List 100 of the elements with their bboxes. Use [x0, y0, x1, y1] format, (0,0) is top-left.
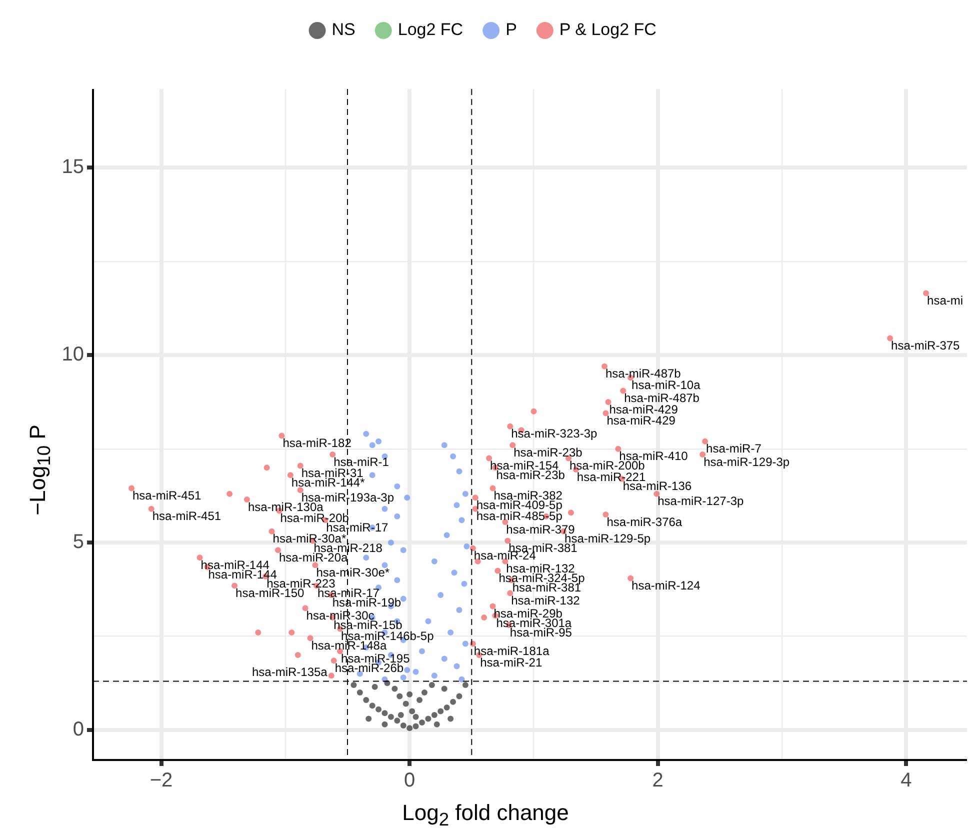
annotation: hsa-miR-146b-5p	[341, 629, 434, 644]
point	[394, 513, 400, 520]
legend-label: NS	[332, 20, 356, 40]
point	[400, 547, 406, 554]
y-tick-label: 10	[62, 344, 84, 366]
point	[394, 577, 400, 584]
point	[462, 640, 468, 647]
annotation: hsa-miR-135a	[252, 664, 328, 679]
point	[450, 698, 456, 705]
point	[450, 453, 456, 460]
annotation: hsa-miR-323-3p	[511, 426, 598, 441]
point	[369, 472, 376, 478]
point	[461, 580, 468, 587]
annotation: hsa-miR-193a-3p	[301, 490, 394, 504]
point	[464, 543, 470, 550]
point	[369, 442, 376, 448]
point	[428, 682, 435, 688]
y-tick-label: 15	[62, 156, 84, 178]
point	[458, 517, 465, 524]
point	[388, 540, 394, 546]
point	[412, 723, 419, 730]
point	[406, 725, 413, 732]
annotation: hsa-miR-376a	[606, 514, 682, 529]
x-tick-label: 4	[900, 770, 912, 792]
annotation: hsa-miR-429	[606, 414, 676, 428]
point	[396, 693, 403, 700]
point	[456, 468, 462, 474]
annotation: hsa-miR-129-3p	[704, 454, 790, 469]
x-axis-title: Log$_{2}$ fold change	[401, 800, 570, 830]
point	[454, 502, 460, 508]
point	[444, 532, 450, 538]
point	[382, 506, 388, 512]
point	[412, 714, 419, 720]
point	[418, 648, 425, 654]
annotation: hsa-miR-375	[891, 338, 960, 353]
point	[454, 663, 460, 670]
point	[400, 674, 406, 681]
point	[438, 708, 444, 714]
point	[448, 716, 454, 722]
point	[418, 720, 425, 726]
point	[388, 714, 394, 720]
point	[376, 706, 382, 712]
annotation: hsa-miR-7	[706, 442, 762, 456]
point	[438, 592, 444, 598]
annotation: hsa-miR-132	[511, 594, 580, 608]
point	[434, 721, 440, 728]
point	[363, 697, 370, 704]
annotation: hsa-miR-182	[282, 436, 352, 450]
point	[404, 667, 410, 674]
annotation: hsa-miR-451	[132, 488, 202, 503]
annotation: hsa-miR-124	[632, 578, 701, 593]
point	[462, 682, 468, 688]
point	[431, 672, 438, 679]
x-tick-label: 0	[404, 770, 416, 792]
point	[404, 494, 410, 501]
point	[369, 702, 376, 709]
point	[394, 483, 400, 490]
point	[441, 686, 448, 692]
point	[400, 596, 406, 602]
legend-label: P	[506, 20, 517, 40]
point	[356, 690, 363, 696]
annotation: hsa-mi	[927, 294, 964, 308]
legend-label: P & Log2 FC	[559, 20, 656, 40]
point	[350, 682, 357, 688]
point	[425, 618, 432, 624]
point	[400, 722, 406, 729]
point	[448, 630, 454, 636]
annotation: hsa-miR-127-3p	[658, 494, 744, 508]
point	[394, 718, 400, 724]
point	[421, 690, 428, 696]
point	[451, 570, 458, 576]
point	[398, 712, 404, 718]
point	[462, 490, 468, 497]
point	[402, 700, 409, 707]
point	[458, 676, 465, 682]
point	[412, 668, 419, 675]
point	[431, 712, 438, 718]
point	[366, 716, 372, 722]
y-tick-label: 0	[72, 718, 84, 741]
point	[456, 693, 462, 700]
point	[409, 708, 416, 714]
point	[456, 607, 462, 614]
point	[372, 684, 378, 690]
point	[431, 558, 438, 564]
point	[441, 656, 448, 662]
point	[363, 430, 370, 437]
point	[416, 697, 423, 704]
point	[382, 710, 388, 716]
legend-label: Log2 FC	[398, 20, 464, 40]
point	[425, 716, 432, 722]
point	[363, 554, 370, 561]
point	[392, 686, 398, 692]
point	[406, 691, 413, 698]
point	[444, 704, 450, 711]
annotation: hsa-miR-30e*	[316, 565, 390, 580]
point	[376, 438, 382, 444]
annotation: hsa-miR-451	[152, 509, 222, 524]
point	[441, 442, 448, 448]
point	[382, 721, 388, 728]
annotation: hsa-miR-23b	[514, 445, 583, 460]
